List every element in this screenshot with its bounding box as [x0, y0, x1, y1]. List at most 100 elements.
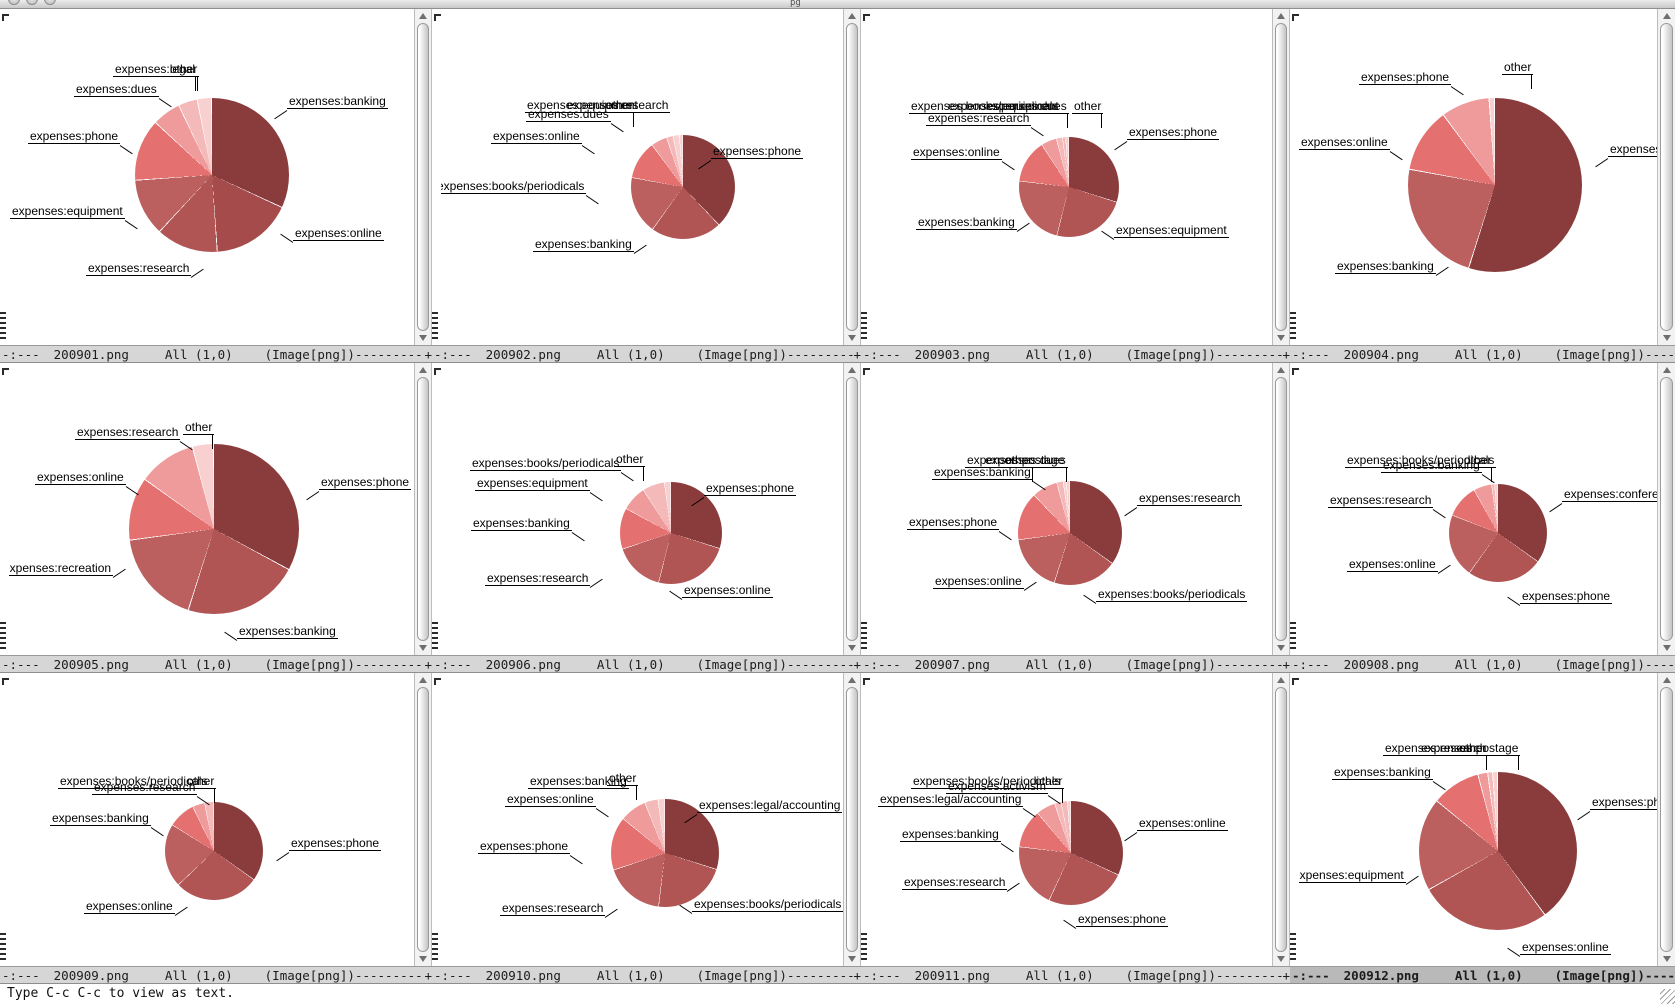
zoom-button-icon[interactable]	[44, 0, 56, 5]
scrollbar[interactable]	[414, 363, 432, 655]
scroll-down-arrow-icon[interactable]	[415, 332, 431, 344]
modeline-major-mode[interactable]: (Image[png])	[696, 346, 787, 362]
minibuffer[interactable]: Type C-c C-c to view as text.	[0, 984, 1675, 1004]
modeline-major-mode[interactable]: (Image[png])	[696, 656, 787, 672]
mode-line[interactable]: -:--- 200908.png All (1,0) (Image[png]) …	[1290, 655, 1675, 673]
mode-line[interactable]: -:--- 200912.png All (1,0) (Image[png]) …	[1290, 966, 1675, 984]
scroll-up-arrow-icon[interactable]	[415, 674, 431, 686]
modeline-major-mode[interactable]: (Image[png])	[1125, 656, 1216, 672]
modeline-major-mode[interactable]: (Image[png])	[264, 967, 355, 983]
modeline-major-mode[interactable]: (Image[png])	[264, 346, 355, 362]
scroll-down-arrow-icon[interactable]	[1658, 332, 1675, 344]
emacs-window[interactable]: expenses:books/periodicals expenses:banki…	[1290, 363, 1675, 673]
window-titlebar[interactable]: pg	[0, 0, 1675, 9]
mode-line[interactable]: -:--- 200902.png All (1,0) (Image[png]) …	[432, 345, 861, 363]
scrollbar[interactable]	[843, 9, 861, 345]
scroll-down-arrow-icon[interactable]	[1658, 642, 1675, 654]
modeline-major-mode[interactable]: (Image[png])	[1554, 346, 1645, 362]
scroll-up-arrow-icon[interactable]	[1273, 674, 1289, 686]
mode-line[interactable]: -:--- 200907.png All (1,0) (Image[png]) …	[861, 655, 1290, 673]
emacs-window[interactable]: expenses:books/periodicals expenses:activ…	[861, 673, 1290, 984]
modeline-buffer-name[interactable]: 200910.png	[485, 967, 561, 983]
modeline-major-mode[interactable]: (Image[png])	[264, 656, 355, 672]
scroll-down-arrow-icon[interactable]	[1273, 642, 1289, 654]
mode-line[interactable]: -:--- 200910.png All (1,0) (Image[png]) …	[432, 966, 861, 984]
emacs-window[interactable]: expenses:postage expenses:dues other expens…	[861, 363, 1290, 673]
scroll-up-arrow-icon[interactable]	[1273, 10, 1289, 22]
modeline-major-mode[interactable]: (Image[png])	[696, 967, 787, 983]
modeline-buffer-name[interactable]: 200906.png	[485, 656, 561, 672]
scrollbar-thumb[interactable]	[1275, 687, 1287, 952]
emacs-window[interactable]: expenses:books/periodicals other expenses:…	[432, 363, 861, 673]
modeline-buffer-name[interactable]: 200911.png	[914, 967, 990, 983]
close-button-icon[interactable]	[8, 0, 20, 5]
scrollbar[interactable]	[1272, 9, 1290, 345]
scrollbar[interactable]	[1272, 363, 1290, 655]
scrollbar[interactable]	[1657, 363, 1675, 655]
emacs-window[interactable]: expenses:books/periodicals expenses:equip…	[861, 9, 1290, 363]
scrollbar-thumb[interactable]	[1275, 377, 1287, 641]
scrollbar[interactable]	[843, 673, 861, 966]
mode-line[interactable]: -:--- 200909.png All (1,0) (Image[png]) …	[0, 966, 432, 984]
modeline-buffer-name[interactable]: 200905.png	[53, 656, 129, 672]
modeline-buffer-name[interactable]: 200902.png	[485, 346, 561, 362]
mode-line[interactable]: -:--- 200905.png All (1,0) (Image[png]) …	[0, 655, 432, 673]
scrollbar-thumb[interactable]	[846, 23, 858, 331]
resize-grip-icon[interactable]	[1660, 989, 1675, 1004]
scroll-up-arrow-icon[interactable]	[1658, 364, 1675, 376]
scroll-up-arrow-icon[interactable]	[1273, 364, 1289, 376]
mode-line[interactable]: -:--- 200904.png All (1,0) (Image[png]) …	[1290, 345, 1675, 363]
scroll-down-arrow-icon[interactable]	[415, 953, 431, 965]
modeline-major-mode[interactable]: (Image[png])	[1554, 656, 1645, 672]
modeline-buffer-name[interactable]: 200903.png	[914, 346, 990, 362]
scrollbar-thumb[interactable]	[1660, 23, 1673, 331]
modeline-buffer-name[interactable]: 200907.png	[914, 656, 990, 672]
mode-line[interactable]: -:--- 200903.png All (1,0) (Image[png]) …	[861, 345, 1290, 363]
scroll-down-arrow-icon[interactable]	[844, 642, 860, 654]
scroll-up-arrow-icon[interactable]	[1658, 674, 1675, 686]
scroll-up-arrow-icon[interactable]	[844, 10, 860, 22]
scroll-down-arrow-icon[interactable]	[1273, 332, 1289, 344]
scroll-up-arrow-icon[interactable]	[844, 674, 860, 686]
modeline-buffer-name[interactable]: 200912.png	[1343, 967, 1419, 983]
scroll-down-arrow-icon[interactable]	[1658, 953, 1675, 965]
scrollbar[interactable]	[1272, 673, 1290, 966]
modeline-major-mode[interactable]: (Image[png])	[1554, 967, 1645, 983]
scroll-up-arrow-icon[interactable]	[1658, 10, 1675, 22]
modeline-buffer-name[interactable]: 200908.png	[1343, 656, 1419, 672]
modeline-buffer-name[interactable]: 200901.png	[53, 346, 129, 362]
mode-line[interactable]: -:--- 200906.png All (1,0) (Image[png]) …	[432, 655, 861, 673]
emacs-window[interactable]: expenses:phone other expenses:online expens…	[1290, 9, 1675, 363]
emacs-window[interactable]: other expenses:research expenses:online exp…	[0, 363, 432, 673]
emacs-window[interactable]: expenses:banking other expenses:online expe…	[432, 673, 861, 984]
modeline-buffer-name[interactable]: 200904.png	[1343, 346, 1419, 362]
scrollbar-thumb[interactable]	[417, 377, 429, 641]
scrollbar-thumb[interactable]	[1275, 23, 1287, 331]
scroll-up-arrow-icon[interactable]	[844, 364, 860, 376]
emacs-window[interactable]: expenses:research expenses:postage other ex…	[1290, 673, 1675, 984]
scrollbar[interactable]	[843, 363, 861, 655]
mode-line[interactable]: -:--- 200911.png All (1,0) (Image[png]) …	[861, 966, 1290, 984]
scroll-down-arrow-icon[interactable]	[844, 332, 860, 344]
scrollbar[interactable]	[1657, 673, 1675, 966]
scroll-up-arrow-icon[interactable]	[415, 364, 431, 376]
scrollbar[interactable]	[1657, 9, 1675, 345]
scrollbar-thumb[interactable]	[1660, 687, 1673, 952]
scrollbar-thumb[interactable]	[1660, 377, 1673, 641]
scroll-down-arrow-icon[interactable]	[415, 642, 431, 654]
scrollbar-thumb[interactable]	[417, 687, 429, 952]
modeline-buffer-name[interactable]: 200909.png	[53, 967, 129, 983]
emacs-window[interactable]: expenses:equipment expenses:research other…	[432, 9, 861, 363]
modeline-major-mode[interactable]: (Image[png])	[1125, 346, 1216, 362]
scrollbar-thumb[interactable]	[417, 23, 429, 331]
mode-line[interactable]: -:--- 200901.png All (1,0) (Image[png]) …	[0, 345, 432, 363]
scrollbar-thumb[interactable]	[846, 687, 858, 952]
emacs-window[interactable]: expenses:books/periodicals expenses:resea…	[0, 673, 432, 984]
scrollbar[interactable]	[414, 9, 432, 345]
minimize-button-icon[interactable]	[26, 0, 38, 5]
scrollbar-thumb[interactable]	[846, 377, 858, 641]
scroll-down-arrow-icon[interactable]	[1273, 953, 1289, 965]
emacs-window[interactable]: expenses:legal other expenses:dues expenses…	[0, 9, 432, 363]
scrollbar[interactable]	[414, 673, 432, 966]
scroll-down-arrow-icon[interactable]	[844, 953, 860, 965]
